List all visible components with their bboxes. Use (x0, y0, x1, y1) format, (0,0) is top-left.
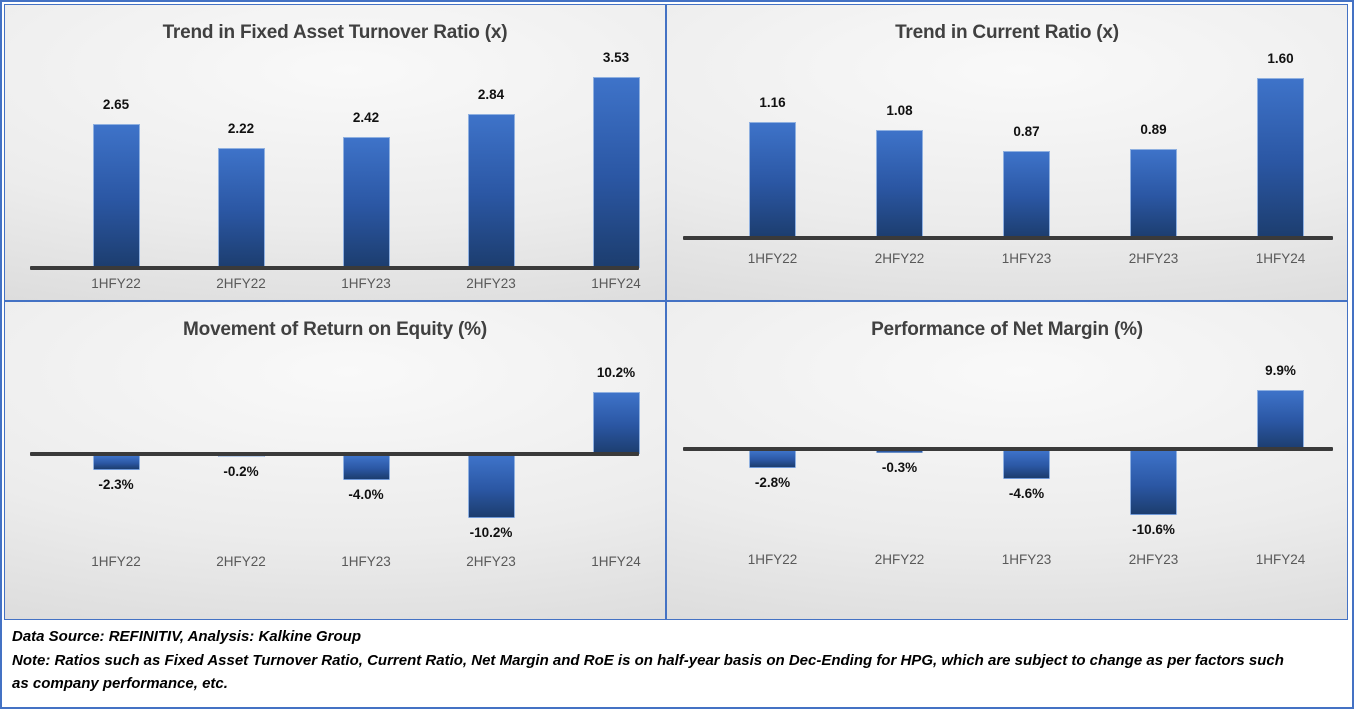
category-label: 1HFY22 (91, 554, 141, 569)
value-label: -4.6% (1008, 485, 1045, 501)
chart-title: Trend in Fixed Asset Turnover Ratio (x) (162, 22, 508, 43)
note-line: Note: Ratios such as Fixed Asset Turnove… (12, 651, 1284, 693)
plot-area: -2.8% 1HFY22 -0.3% 2HFY22 -4.6% 1HFY23 -10.6% 2… (667, 302, 1347, 619)
chart-bar (876, 130, 923, 238)
chart-bar (217, 147, 265, 268)
chart-bar (92, 124, 140, 268)
value-label: 1.08 (886, 103, 913, 118)
chart-bar (1257, 389, 1304, 449)
value-label: 2.84 (477, 86, 505, 102)
value-label: 2.42 (352, 109, 380, 125)
plot-area: -2.3% 1HFY22 -0.2% 2HFY22 -4.0% 1HFY23 -10.2% 2… (5, 302, 665, 619)
category-label: 1HFY23 (341, 276, 391, 291)
category-label: 1HFY24 (1255, 251, 1306, 266)
chart-bar (876, 451, 923, 453)
chart-bar (592, 76, 640, 268)
x-axis-line (683, 447, 1333, 451)
chart-panel-fixed-asset-turnover: Trend in Fixed Asset Turnover Ratio (x) … (4, 4, 666, 301)
x-axis-line (30, 451, 639, 456)
chart-bar (1003, 151, 1050, 238)
category-label: 2HFY23 (1128, 251, 1179, 266)
chart-title: Performance of Net Margin (%) (871, 319, 1143, 340)
value-label: 2.65 (102, 97, 130, 113)
value-label: 9.9% (1265, 362, 1296, 378)
category-label: 2HFY22 (216, 276, 266, 291)
value-label: 0.89 (1140, 122, 1167, 137)
category-label: 1HFY22 (747, 552, 798, 567)
chart-bar (592, 392, 640, 454)
chart-panel-return-on-equity: Movement of Return on Equity (%) -2.3% 1H… (4, 301, 666, 620)
value-label: 10.2% (596, 365, 636, 381)
chart-bar (1257, 78, 1304, 238)
category-label: 1HFY24 (1255, 552, 1306, 567)
value-label: 1.16 (759, 95, 786, 110)
chart-bar (92, 455, 140, 470)
value-label: -10.6% (1132, 521, 1175, 537)
chart-bar (1130, 149, 1177, 238)
category-label: 1HFY23 (1001, 552, 1052, 567)
category-label: 2HFY22 (216, 554, 266, 569)
footer-notes: Data Source: REFINITIV, Analysis: Kalkin… (4, 620, 1350, 705)
value-label: -0.3% (881, 459, 918, 475)
value-label: -4.0% (348, 487, 384, 503)
data-source-line: Data Source: REFINITIV, Analysis: Kalkin… (12, 628, 361, 645)
category-label: 2HFY23 (466, 276, 516, 291)
value-label: -10.2% (469, 524, 513, 540)
chart-title: Movement of Return on Equity (%) (183, 319, 487, 340)
value-label: -2.8% (754, 474, 791, 490)
category-label: 2HFY23 (1128, 552, 1179, 567)
category-label: 2HFY22 (874, 251, 925, 266)
chart-bar (1003, 451, 1050, 479)
category-label: 2HFY23 (466, 554, 516, 569)
plot-area: 2.65 1HFY22 2.22 2HFY22 2.42 1HFY23 2.84 2HFY23… (5, 5, 665, 300)
category-label: 1HFY23 (1001, 251, 1052, 266)
chart-bar (467, 455, 515, 518)
category-label: 1HFY22 (747, 251, 798, 266)
chart-bar (749, 451, 796, 468)
value-label: 2.22 (227, 120, 255, 136)
charts-grid: Trend in Fixed Asset Turnover Ratio (x) … (4, 4, 1350, 620)
value-label: -0.2% (223, 464, 259, 480)
chart-bar (467, 113, 515, 268)
chart-bar (342, 455, 390, 481)
chart-bar (342, 136, 390, 268)
chart-bar (749, 122, 796, 238)
value-label: 1.60 (1267, 51, 1294, 66)
category-label: 2HFY22 (874, 552, 925, 567)
chart-panel-current-ratio: Trend in Current Ratio (x) 1.16 1HFY22 1.0… (666, 4, 1348, 301)
chart-bar (217, 455, 265, 458)
category-label: 1HFY24 (591, 554, 641, 569)
x-axis-line (683, 236, 1333, 240)
chart-title: Trend in Current Ratio (x) (895, 22, 1119, 43)
category-label: 1HFY24 (591, 276, 641, 291)
value-label: -2.3% (98, 476, 134, 492)
category-label: 1HFY22 (91, 276, 141, 291)
chart-bar (1130, 451, 1177, 515)
plot-area: 1.16 1HFY22 1.08 2HFY22 0.87 1HFY23 0.89 2HFY23… (667, 5, 1347, 300)
chart-panel-net-margin: Performance of Net Margin (%) -2.8% 1HFY2… (666, 301, 1348, 620)
x-axis-line (30, 266, 639, 270)
category-label: 1HFY23 (341, 554, 391, 569)
value-label: 3.53 (602, 49, 630, 65)
value-label: 0.87 (1013, 124, 1040, 139)
